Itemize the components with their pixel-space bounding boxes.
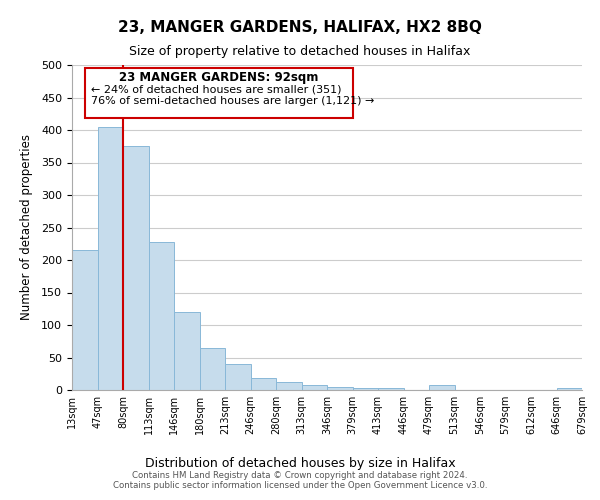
- Bar: [429, 385, 455, 390]
- Bar: [557, 388, 582, 390]
- Bar: [327, 387, 353, 390]
- Text: Distribution of detached houses by size in Halifax: Distribution of detached houses by size …: [145, 458, 455, 470]
- Bar: [353, 388, 378, 390]
- Y-axis label: Number of detached properties: Number of detached properties: [20, 134, 33, 320]
- Bar: [302, 385, 327, 390]
- Bar: [378, 388, 404, 390]
- Bar: [97, 126, 123, 390]
- Bar: [276, 382, 302, 390]
- FancyBboxPatch shape: [85, 68, 353, 118]
- Bar: [225, 364, 251, 390]
- Bar: [149, 242, 174, 390]
- Bar: [123, 146, 149, 390]
- Text: 23 MANGER GARDENS: 92sqm: 23 MANGER GARDENS: 92sqm: [119, 71, 319, 84]
- Text: ← 24% of detached houses are smaller (351): ← 24% of detached houses are smaller (35…: [91, 84, 341, 94]
- Text: 76% of semi-detached houses are larger (1,121) →: 76% of semi-detached houses are larger (…: [91, 96, 374, 106]
- Bar: [251, 378, 276, 390]
- Bar: [72, 250, 97, 390]
- Bar: [199, 348, 225, 390]
- Text: Size of property relative to detached houses in Halifax: Size of property relative to detached ho…: [130, 45, 470, 58]
- Bar: [174, 312, 199, 390]
- Text: 23, MANGER GARDENS, HALIFAX, HX2 8BQ: 23, MANGER GARDENS, HALIFAX, HX2 8BQ: [118, 20, 482, 35]
- Text: Contains HM Land Registry data © Crown copyright and database right 2024.
Contai: Contains HM Land Registry data © Crown c…: [113, 470, 487, 490]
